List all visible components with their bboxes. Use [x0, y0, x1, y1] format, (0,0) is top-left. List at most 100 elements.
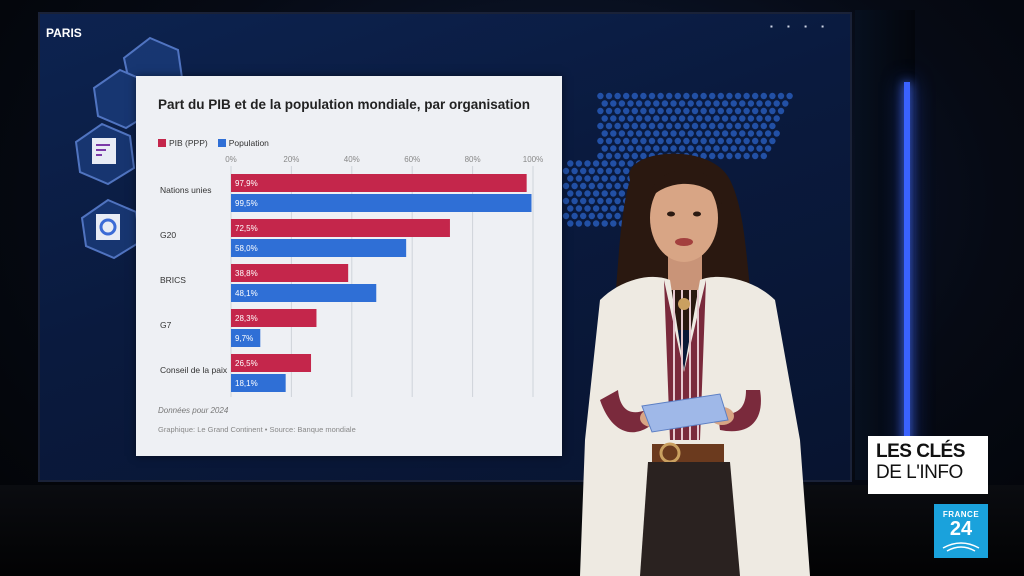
- france24-logo: FRANCE 24: [934, 504, 988, 558]
- map-dot: [597, 107, 604, 115]
- map-dot: [644, 115, 651, 122]
- map-dot: [666, 92, 673, 100]
- program-logo: LES CLÉS DE L'INFO: [868, 436, 988, 494]
- map-dot: [605, 92, 613, 100]
- bar: [231, 194, 532, 212]
- map-dot: [567, 220, 574, 227]
- map-dot: [653, 145, 660, 152]
- map-dot: [614, 107, 621, 115]
- map-dot: [661, 115, 669, 122]
- map-dot: [773, 115, 780, 122]
- map-dot: [575, 190, 583, 197]
- dotted-map-decoration: [562, 92, 793, 227]
- map-dot: [670, 130, 677, 137]
- map-dot: [623, 167, 630, 175]
- map-dot: [756, 100, 763, 107]
- map-dot: [614, 122, 621, 130]
- map-dot: [653, 115, 660, 122]
- map-dot: [764, 130, 772, 137]
- map-dot: [661, 130, 669, 137]
- map-dot: [683, 107, 690, 115]
- map-dot: [713, 115, 720, 122]
- map-dot: [721, 115, 729, 122]
- map-dot: [786, 92, 793, 100]
- map-dot: [614, 167, 621, 175]
- map-dot: [580, 212, 587, 220]
- category-label: G7: [160, 320, 172, 330]
- map-dot: [618, 145, 626, 152]
- map-dot: [769, 137, 776, 145]
- map-dot: [713, 130, 720, 137]
- map-dot: [721, 130, 729, 137]
- map-dot: [610, 130, 617, 137]
- map-dot: [747, 130, 755, 137]
- map-dot: [597, 197, 604, 205]
- chart-source: Graphique: Le Grand Continent • Source: …: [158, 425, 356, 434]
- map-dot: [691, 92, 699, 100]
- map-dot: [739, 130, 746, 137]
- map-dot: [597, 92, 604, 100]
- bar-data-label: 9,7%: [235, 334, 253, 343]
- bar-data-label: 48,1%: [235, 289, 258, 298]
- map-dot: [592, 205, 600, 212]
- map-dot: [618, 160, 626, 167]
- map-dot: [575, 205, 583, 212]
- legend-label-population: Population: [228, 138, 269, 148]
- map-dot: [562, 197, 570, 205]
- map-dot: [657, 107, 664, 115]
- map-dot: [640, 137, 647, 145]
- x-tick-label: 40%: [344, 155, 360, 164]
- map-dot: [584, 160, 591, 167]
- map-dot: [631, 122, 638, 130]
- map-dot: [717, 137, 724, 145]
- france24-logo-number: 24: [949, 518, 973, 540]
- map-dot: [752, 92, 759, 100]
- map-dot: [743, 152, 750, 160]
- x-tick-label: 80%: [465, 155, 481, 164]
- map-dot: [726, 122, 733, 130]
- map-dot: [648, 137, 656, 145]
- bar-data-label: 99,5%: [235, 199, 258, 208]
- map-dot: [597, 152, 604, 160]
- map-dot: [752, 107, 759, 115]
- bar: [231, 264, 349, 282]
- map-dot: [644, 130, 651, 137]
- map-dot: [734, 107, 742, 115]
- map-dot: [691, 137, 699, 145]
- chart-note: Données pour 2024: [158, 406, 229, 415]
- map-dot: [760, 137, 767, 145]
- studio-floor: [0, 485, 1024, 576]
- map-dot: [648, 107, 656, 115]
- map-dot: [623, 107, 630, 115]
- map-dot: [756, 130, 763, 137]
- map-dot: [730, 115, 737, 122]
- map-dot: [764, 115, 772, 122]
- map-dot: [717, 122, 724, 130]
- map-dot: [618, 205, 626, 212]
- map-dot: [640, 92, 647, 100]
- map-dot: [709, 92, 716, 100]
- map-dot: [674, 107, 681, 115]
- map-dot: [571, 167, 578, 175]
- chart-title: Part du PIB et de la population mondiale…: [158, 97, 531, 112]
- map-dot: [562, 212, 570, 220]
- map-dot: [773, 130, 780, 137]
- map-dot: [743, 137, 750, 145]
- map-dot: [592, 160, 600, 167]
- map-dot: [700, 152, 707, 160]
- program-logo-line1: LES CLÉS: [876, 441, 965, 462]
- map-dot: [739, 100, 746, 107]
- x-tick-label: 60%: [404, 155, 420, 164]
- map-dot: [717, 152, 724, 160]
- map-dot: [601, 100, 608, 107]
- map-dot: [743, 107, 750, 115]
- map-dot: [623, 137, 630, 145]
- map-dot: [743, 122, 750, 130]
- map-dot: [614, 137, 621, 145]
- map-dot: [661, 145, 669, 152]
- map-dot: [752, 122, 759, 130]
- bar-data-label: 18,1%: [235, 379, 258, 388]
- legend-swatch-population: [217, 139, 226, 147]
- map-dot: [648, 92, 656, 100]
- city-label: PARIS: [46, 26, 82, 40]
